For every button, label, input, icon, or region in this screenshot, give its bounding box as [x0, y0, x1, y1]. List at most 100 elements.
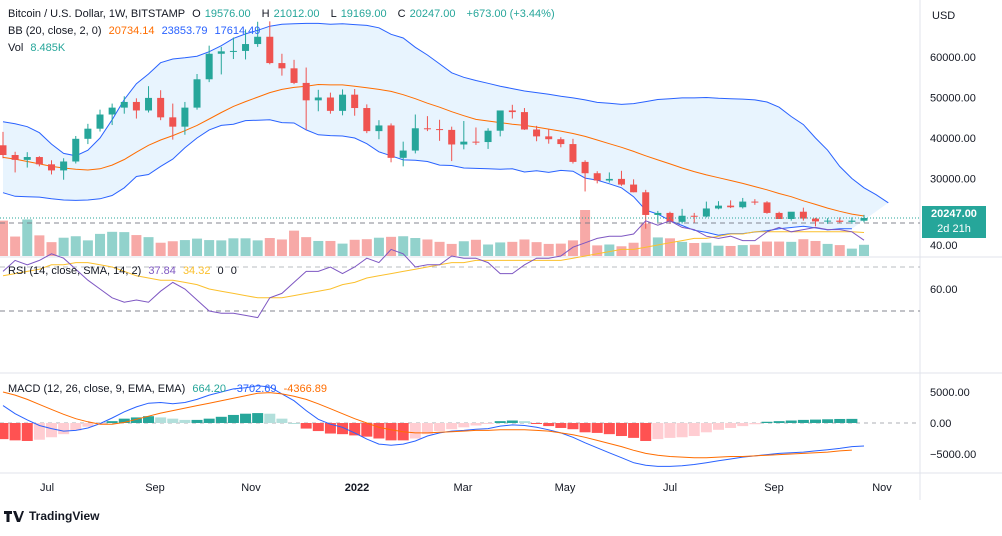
candle-body [678, 215, 686, 222]
time-tick-label: Nov [241, 482, 261, 494]
bb-upper-value: 23853.79 [161, 25, 208, 37]
candle-body [775, 212, 783, 220]
volume-bar [252, 240, 263, 256]
macd-histogram-bar [33, 423, 45, 440]
last-price-tag: 20247.00 2d 21h [922, 206, 986, 238]
volume-bar [398, 236, 409, 256]
volume-bar [301, 237, 312, 256]
macd-histogram-bar [337, 423, 349, 435]
macd-tick-label: 0.00 [930, 418, 951, 430]
candle-body [460, 141, 468, 145]
candle-body [169, 117, 177, 127]
bb-band-fill [3, 23, 889, 236]
macd-histogram-bar [361, 423, 373, 437]
candle-body [484, 130, 492, 143]
volume-bar [179, 240, 190, 256]
rsi-line [2, 220, 865, 319]
volume-bar [192, 238, 203, 256]
tradingview-logo[interactable]: TradingView [4, 509, 99, 523]
macd-histogram-bar [640, 423, 652, 441]
volume-bar [167, 241, 178, 256]
candle-body [314, 97, 322, 101]
last-price: 20247.00 [931, 208, 977, 220]
macd-histogram-bar [737, 423, 749, 427]
rsi-v2: 0 [230, 265, 237, 277]
volume-bar [689, 243, 700, 256]
volume-bar [422, 239, 433, 256]
candle-body [11, 155, 19, 160]
macd-histogram-bar [555, 423, 567, 428]
macd-histogram-bar [712, 423, 724, 430]
candle-body [436, 129, 444, 131]
macd-histogram-bar [130, 417, 142, 423]
candle-body [763, 202, 771, 213]
volume-bar [131, 235, 142, 256]
macd-histogram-bar [143, 416, 155, 423]
volume-bar [664, 238, 675, 256]
candle-body [326, 97, 334, 111]
volume-bar [713, 245, 724, 256]
macd-histogram-bar [749, 423, 761, 425]
macd-histogram-bar [531, 423, 543, 424]
candle-body [617, 178, 625, 185]
candle-body [229, 50, 237, 52]
candle-body [690, 215, 698, 217]
macd-histogram-bar [579, 423, 591, 433]
volume-bar [834, 245, 845, 256]
price-tick-label: 40000.00 [930, 133, 976, 145]
macd-histogram-bar [118, 418, 130, 423]
volume-bar [95, 233, 106, 256]
candle-body [302, 82, 310, 101]
bb-legend: BB (20, close, 2, 0) 20734.14 23853.79 1… [8, 24, 264, 38]
macd-histogram-bar [567, 423, 579, 430]
volume-bar [761, 241, 772, 256]
volume-bar [0, 220, 8, 256]
candle-body [205, 53, 213, 80]
volume-bar [373, 237, 384, 256]
candle-body [848, 220, 856, 222]
macd-histogram-bar [458, 423, 470, 428]
macd-histogram-bar [155, 417, 167, 423]
ohlc-low: L 19169.00 [330, 8, 387, 20]
candle-body [605, 178, 613, 181]
candle-body [193, 79, 201, 108]
rsi-label: RSI (14, close, SMA, 14, 2) [8, 265, 142, 277]
candle-body [72, 138, 80, 162]
macd-histogram-bar [834, 418, 846, 423]
bb-upper-line [2, 22, 889, 204]
macd-histogram-bar [615, 423, 627, 437]
candle-body [254, 36, 262, 45]
macd-histogram-bar [191, 419, 203, 423]
volume-bar [859, 244, 869, 256]
candle-body [824, 220, 832, 222]
candle-body [399, 150, 407, 158]
candle-body [569, 144, 577, 162]
vol-legend: Vol 8.485K [8, 41, 69, 55]
candle-body [290, 68, 298, 83]
macd-histogram-bar [373, 423, 385, 439]
macd-histogram-bar [652, 423, 664, 440]
volume-bar [119, 232, 130, 256]
macd-histogram-bar [264, 413, 276, 423]
main-legend: Bitcoin / U.S. Dollar, 1W, BITSTAMP O 195… [8, 7, 559, 21]
macd-histogram-bar [82, 423, 94, 427]
volume-bar [725, 245, 736, 256]
time-tick-label: Jul [663, 482, 677, 494]
time-tick-label: May [555, 482, 576, 494]
volume-bar [580, 210, 591, 256]
candle-body [60, 161, 68, 171]
macd-histogram-bar [58, 423, 70, 435]
candle-body [96, 114, 104, 129]
candle-body [593, 173, 601, 181]
macd-histogram-bar [349, 423, 361, 436]
candle-body [836, 220, 844, 222]
volume-bar [107, 231, 118, 256]
macd-histogram-bar [70, 423, 82, 431]
candle-body [557, 139, 565, 145]
volume-bar [204, 240, 215, 256]
candle-body [23, 157, 31, 160]
macd-histogram-bar [785, 420, 797, 423]
candle-body [860, 218, 868, 221]
volume-bar [531, 242, 542, 256]
